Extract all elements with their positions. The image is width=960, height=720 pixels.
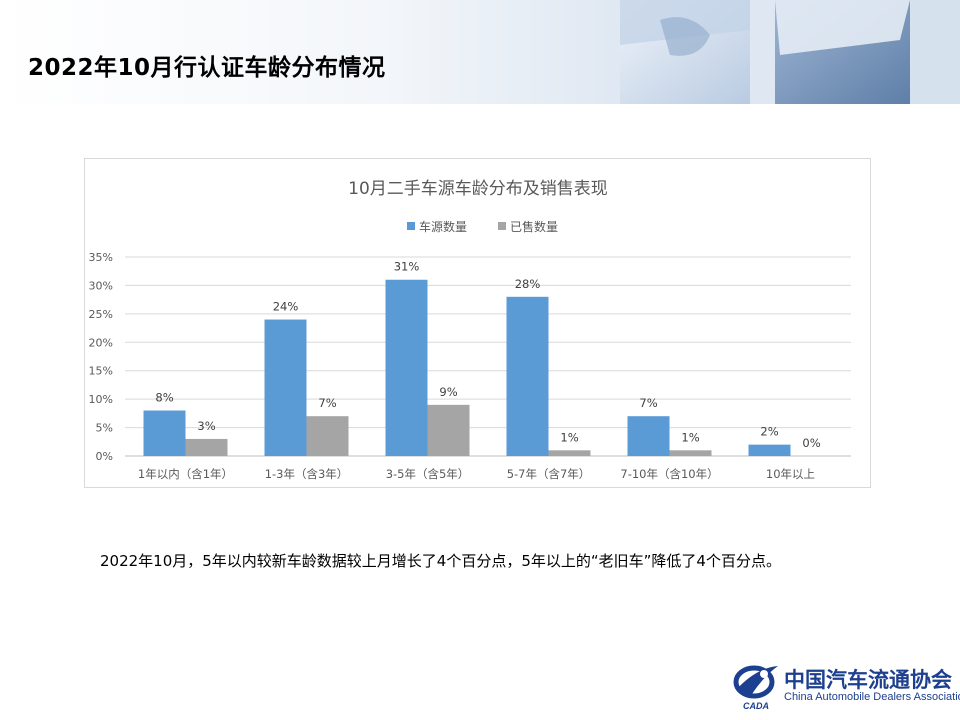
grid [125, 256, 851, 457]
bar-vehicle-count [385, 279, 428, 456]
bar-vehicle-count [627, 416, 670, 456]
y-tick-label: 5% [96, 422, 113, 435]
data-label: 1% [560, 430, 578, 444]
y-tick-label: 20% [89, 336, 113, 349]
data-label: 7% [318, 396, 336, 410]
cada-logo: CADA 中国汽车流通协会 China Automobile Dealers A… [730, 660, 960, 712]
bar-chart: 10月二手车源车龄分布及销售表现 车源数量 已售数量 0% 5% 10% 15% 20%… [89, 179, 851, 481]
cada-logo-mark-icon: CADA [733, 665, 778, 711]
chart-title: 10月二手车源车龄分布及销售表现 [348, 179, 608, 199]
legend-label-sold-count: 已售数量 [510, 219, 558, 234]
y-tick-label: 10% [89, 393, 113, 406]
data-label: 8% [155, 391, 173, 405]
bar-sold-count [548, 450, 591, 456]
data-label: 1% [681, 430, 699, 444]
x-tick-label: 7-10年（含10年） [620, 467, 718, 481]
legend-label-vehicle-count: 车源数量 [419, 219, 467, 234]
y-tick-label: 15% [89, 365, 113, 378]
y-tick-label: 0% [96, 450, 113, 463]
data-label: 3% [197, 419, 215, 433]
data-label: 28% [515, 277, 541, 291]
x-tick-label: 10年以上 [766, 467, 815, 481]
x-tick-label: 1-3年（含3年） [265, 467, 349, 481]
x-tick-label: 1年以内（含1年） [138, 467, 233, 481]
decorative-cubes-image [620, 0, 960, 104]
bar-vehicle-count [143, 410, 186, 456]
data-label: 0% [802, 436, 820, 450]
bar-sold-count [306, 416, 349, 456]
data-label: 9% [439, 385, 457, 399]
data-label: 24% [273, 300, 299, 314]
bar-sold-count [185, 438, 228, 456]
y-tick-label: 30% [89, 279, 113, 292]
legend-swatch-blue [407, 222, 415, 230]
bar-vehicle-count [264, 319, 307, 456]
y-tick-label: 35% [89, 251, 113, 264]
x-axis: 1年以内（含1年） 1-3年（含3年） 3-5年（含5年） 5-7年（含7年） 7-10… [138, 467, 815, 481]
bar-vehicle-count [506, 296, 549, 456]
bar-sold-count [669, 450, 712, 456]
legend-swatch-gray [498, 222, 506, 230]
logo-name-en: China Automobile Dealers Association [784, 691, 960, 703]
legend: 车源数量 已售数量 [407, 219, 558, 234]
logo-name-cn: 中国汽车流通协会 [784, 667, 952, 692]
y-tick-label: 25% [89, 308, 113, 321]
page-title: 2022年10月行认证车龄分布情况 [28, 55, 386, 81]
y-axis: 0% 5% 10% 15% 20% 25% 30% 35% [89, 251, 113, 463]
data-label: 31% [394, 260, 420, 274]
chart-container: 10月二手车源车龄分布及销售表现 车源数量 已售数量 0% 5% 10% 15% 20%… [84, 158, 871, 488]
cada-mark-text: CADA [743, 701, 769, 711]
bars: 8% 3% 24% 7% 31% 9% 28% 1% 7% 1% 2% 0% [143, 260, 821, 456]
x-tick-label: 3-5年（含5年） [386, 467, 470, 481]
data-label: 7% [639, 396, 657, 410]
bar-sold-count [427, 404, 470, 456]
description-text: 2022年10月，5年以内较新车龄数据较上月增长了4个百分点，5年以上的“老旧车… [100, 552, 781, 570]
bar-vehicle-count [748, 444, 791, 456]
x-tick-label: 5-7年（含7年） [507, 467, 591, 481]
data-label: 2% [760, 425, 778, 439]
header-banner: 2022年10月行认证车龄分布情况 [0, 0, 960, 104]
